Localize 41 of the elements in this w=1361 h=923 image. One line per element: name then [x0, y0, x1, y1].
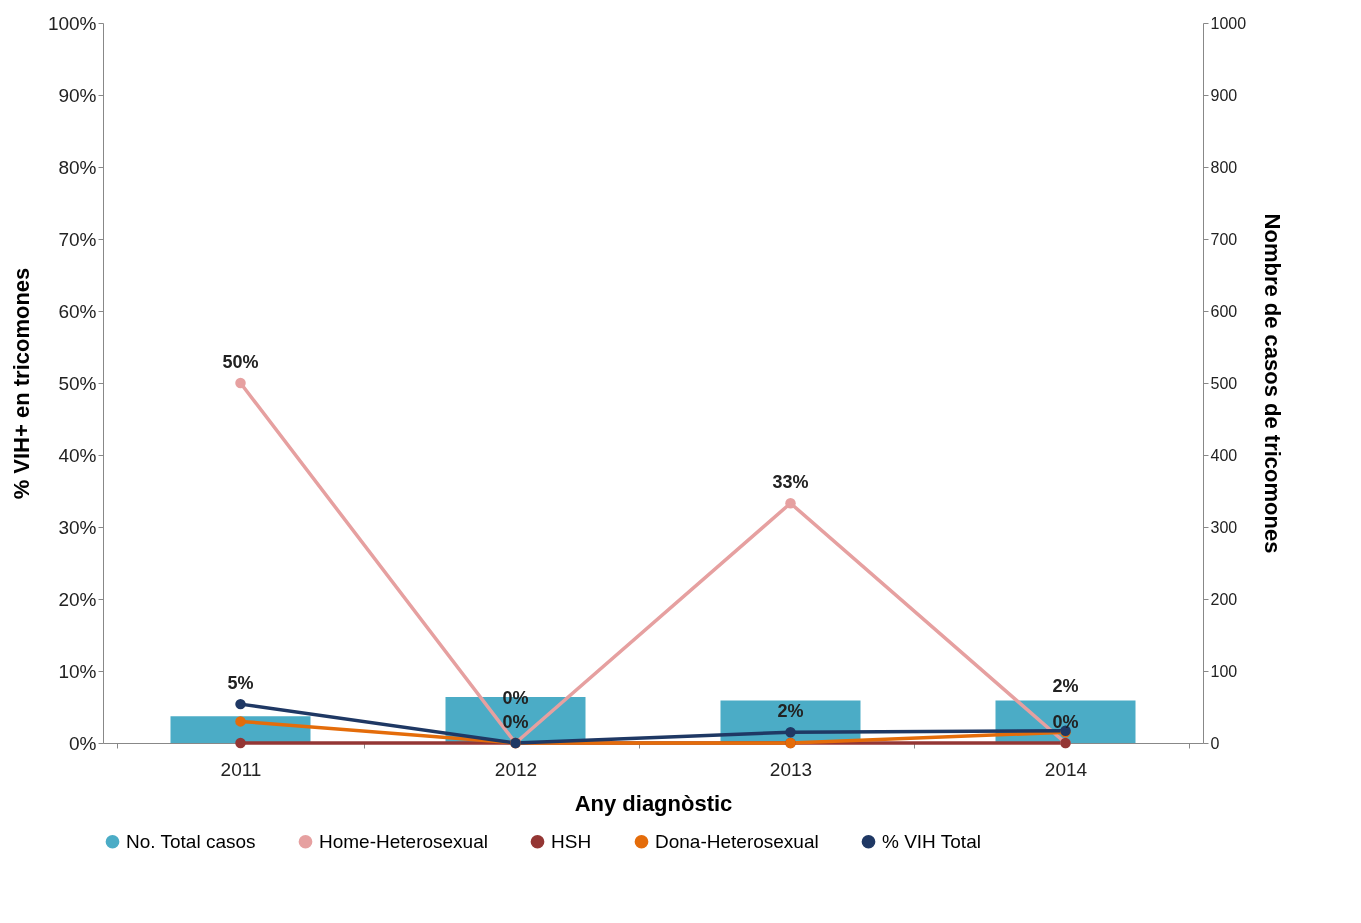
x-tick-label: 2014	[1044, 758, 1088, 780]
y-tick-label: 10%	[58, 660, 97, 682]
legend-label: Home-Heterosexual	[319, 830, 488, 852]
y-tick-label: 60%	[58, 300, 97, 322]
y2-tick-label: 700	[1210, 230, 1238, 248]
y2-tick-label: 0	[1210, 734, 1220, 752]
y2-tick-label: 500	[1210, 374, 1238, 392]
y2-tick-label: 400	[1210, 446, 1238, 464]
data-label: 2%	[777, 701, 804, 722]
y2-tick-label: 300	[1210, 518, 1238, 536]
y2-tick-label: 1000	[1210, 14, 1247, 32]
y-tick-label: 90%	[58, 84, 97, 106]
y-tick-label: 20%	[58, 588, 97, 610]
y2-axis-title: Nombre de casos de tricomones	[1260, 213, 1286, 554]
data-label: 33%	[772, 472, 809, 493]
data-label: 2%	[1052, 675, 1079, 696]
x-tick-label: 2011	[220, 758, 262, 780]
y2-tick-label: 100	[1210, 662, 1238, 680]
legend-label: No. Total casos	[126, 830, 256, 852]
y-tick-label: 0%	[69, 732, 97, 754]
y2-tick-label: 600	[1210, 302, 1238, 320]
y2-tick-label: 900	[1210, 86, 1238, 104]
y2-tick-label: 800	[1210, 158, 1238, 176]
legend-label: % VIH Total	[882, 830, 981, 852]
y2-tick-label: 200	[1210, 590, 1238, 608]
y-axis-title: % VIH+ en tricomones	[8, 267, 34, 500]
data-label: 5%	[227, 673, 254, 694]
x-axis-title: Any diagnòstic	[574, 790, 733, 816]
x-tick-label: 2012	[494, 758, 538, 780]
x-tick-label: 2013	[769, 758, 813, 780]
data-label: 50%	[222, 352, 259, 372]
y-tick-label: 80%	[58, 156, 97, 178]
y-tick-label: 30%	[58, 516, 97, 538]
y-tick-label: 50%	[58, 372, 97, 394]
data-label: 0%	[502, 712, 529, 732]
legend-label: HSH	[551, 830, 592, 852]
y-tick-label: 40%	[58, 444, 97, 466]
data-label: 0%	[1052, 712, 1079, 732]
y-tick-label: 70%	[58, 228, 97, 250]
y-tick-label: 100%	[47, 12, 97, 34]
legend-label: Dona-Heterosexual	[655, 830, 819, 852]
